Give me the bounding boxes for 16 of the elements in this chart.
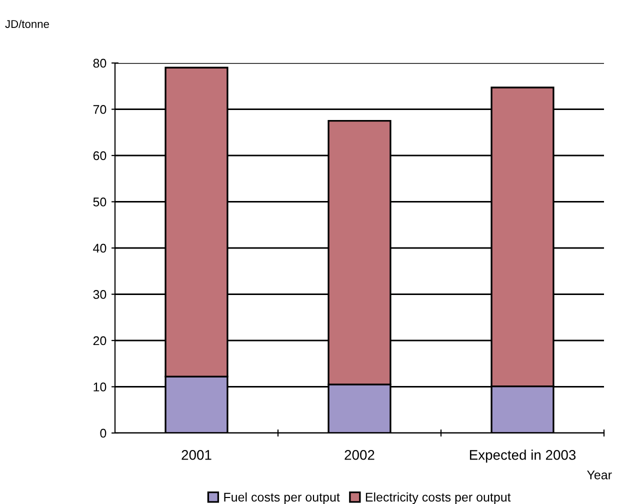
y-tick-label: 50 xyxy=(93,198,106,206)
x-tick-label: 2002 xyxy=(344,450,374,460)
y-tick-label: 30 xyxy=(93,290,106,299)
y-tick-label: 80 xyxy=(93,58,106,68)
y-tick-label: 60 xyxy=(93,151,106,160)
y-tick-label: 20 xyxy=(93,336,106,346)
y-tick-label: 70 xyxy=(93,105,106,114)
x-axis-title: Year xyxy=(587,470,612,480)
y-axis-title: JD/tonne xyxy=(5,20,49,28)
legend-label: Electricity costs per output xyxy=(366,492,511,504)
x-tick-label: 2001 xyxy=(182,450,212,460)
y-tick-label: 0 xyxy=(100,428,106,438)
legend-label: Fuel costs per output xyxy=(224,492,340,504)
y-tick-label: 40 xyxy=(93,244,106,253)
x-tick-label: Expected in 2003 xyxy=(470,450,576,463)
y-tick-label: 10 xyxy=(94,382,106,392)
